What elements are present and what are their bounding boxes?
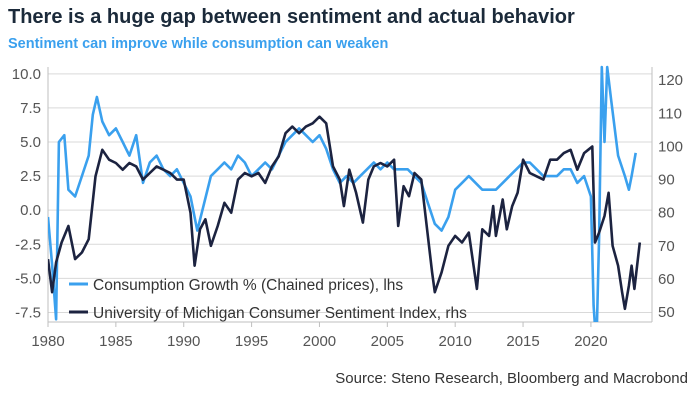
axis-ticks: -7.5 -5.0 -2.5 0.0 2.5 5.0 7.5 10.0 50 60 70 80 90 10…	[12, 66, 683, 350]
y-right-tick-label: 60	[658, 271, 675, 288]
y-right-tick-label: 50	[658, 304, 675, 321]
x-tick-label: 2010	[439, 333, 472, 350]
x-tick-label: 1995	[235, 333, 268, 350]
y-right-tick-label: 110	[658, 105, 682, 122]
y-right-tick-label: 90	[658, 172, 675, 189]
y-left-tick-label: 7.5	[20, 100, 41, 117]
x-tick-label: 1980	[31, 333, 64, 350]
x-tick-label: 2005	[371, 333, 404, 350]
y-left-tick-label: 10.0	[12, 66, 41, 83]
legend-label-sentiment: University of Michigan Consumer Sentimen…	[93, 305, 467, 322]
y-left-tick-label: -5.0	[15, 270, 41, 287]
legend-label-consumption: Consumption Growth % (Chained prices), l…	[93, 277, 403, 294]
x-tick-label: 2015	[506, 333, 539, 350]
x-tick-label: 2000	[303, 333, 336, 350]
y-right-tick-label: 70	[658, 238, 675, 255]
y-right-tick-label: 120	[658, 72, 683, 89]
y-left-tick-label: 5.0	[20, 134, 41, 151]
source-note: Source: Steno Research, Bloomberg and Ma…	[335, 370, 688, 387]
y-left-tick-label: 0.0	[20, 202, 41, 219]
y-left-tick-label: -2.5	[15, 236, 41, 253]
chart-title: There is a huge gap between sentiment an…	[8, 6, 575, 28]
y-right-tick-label: 100	[658, 138, 683, 155]
y-left-tick-label: -7.5	[15, 304, 41, 321]
consumption-growth-line	[48, 65, 637, 322]
y-right-tick-label: 80	[658, 205, 675, 222]
x-tick-label: 2020	[574, 333, 607, 350]
legend: Consumption Growth % (Chained prices), l…	[69, 277, 467, 322]
chart-subtitle: Sentiment can improve while consumption …	[8, 36, 389, 52]
x-tick-label: 1990	[167, 333, 200, 350]
y-left-tick-label: 2.5	[20, 168, 41, 185]
gridlines	[48, 73, 652, 313]
consumer-sentiment-line	[48, 115, 642, 311]
series-lines	[48, 65, 642, 322]
x-tick-label: 1985	[99, 333, 132, 350]
